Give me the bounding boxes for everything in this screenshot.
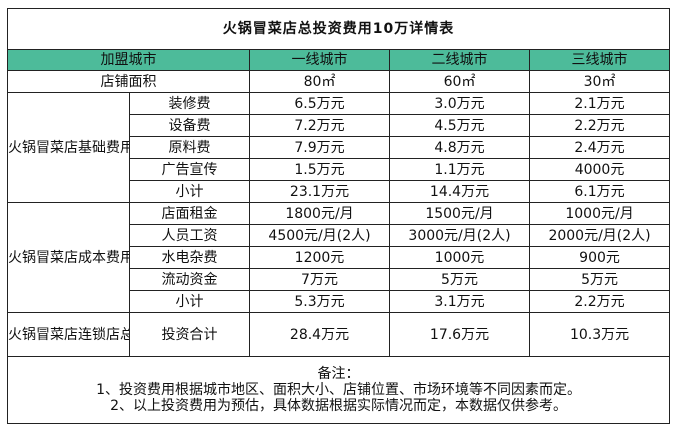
row-label: 小计	[129, 290, 250, 313]
cell-value: 3.1万元	[389, 290, 530, 313]
cell-value: 10.3万元	[528, 312, 671, 357]
cell-value: 4.5万元	[389, 114, 530, 137]
cell-value: 1200元	[249, 246, 390, 269]
cell-value: 2000元/月(2人)	[528, 224, 671, 247]
notes-cell: 备注： 1、投资费用根据城市地区、面积大小、店铺位置、市场环境等不同因素而定。 …	[6, 356, 671, 424]
cell-value: 80㎡	[249, 70, 390, 93]
row-label: 装修费	[129, 92, 250, 115]
total-row: 火锅冒菜店连锁店总费用 投资合计 28.4万元 17.6万元 10.3万元	[7, 312, 671, 357]
note-line-2: 2、以上投资费用为预估，具体数据根据实际情况而定，本数据仅供参考。	[110, 398, 567, 414]
table-title: 火锅冒菜店总投资费用10万详情表	[6, 8, 671, 50]
row-label: 投资合计	[129, 312, 250, 357]
cell-value: 6.1万元	[528, 180, 671, 203]
group-label-basic: 火锅冒菜店基础费用	[7, 92, 130, 203]
cell-value: 1000元	[389, 246, 530, 269]
row-label: 小计	[129, 180, 250, 203]
cell-value: 7万元	[249, 268, 390, 291]
table-row: 流动资金 7万元 5万元 5万元	[8, 268, 671, 291]
header-city-label: 加盟城市	[7, 49, 250, 71]
table-row: 火锅冒菜店成本费用 店面租金 1800元/月 1500元/月 1000元/月	[7, 202, 671, 313]
row-label: 广告宣传	[129, 158, 250, 181]
cell-value: 17.6万元	[389, 312, 530, 357]
cell-value: 30㎡	[528, 70, 671, 93]
cell-value: 2.2万元	[528, 114, 671, 137]
cell-value: 4000元	[528, 158, 671, 181]
note-line-1: 1、投资费用根据城市地区、面积大小、店铺位置、市场环境等不同因素而定。	[96, 382, 581, 398]
cell-value: 6.5万元	[249, 92, 390, 115]
row-label: 店面租金	[129, 202, 250, 225]
cell-value: 900元	[528, 246, 671, 269]
cell-value: 14.4万元	[389, 180, 530, 203]
cell-value: 1.5万元	[249, 158, 390, 181]
header-tier2: 二线城市	[389, 49, 530, 71]
cell-value: 7.9万元	[249, 136, 390, 159]
notes-row: 备注： 1、投资费用根据城市地区、面积大小、店铺位置、市场环境等不同因素而定。 …	[6, 356, 671, 424]
cell-value: 2.4万元	[528, 136, 671, 159]
row-label: 人员工资	[129, 224, 250, 247]
row-label: 水电杂费	[129, 246, 250, 269]
cell-value: 1.1万元	[389, 158, 530, 181]
header-tier3: 三线城市	[528, 49, 671, 71]
cell-value: 60㎡	[389, 70, 530, 93]
cell-value: 1800元/月	[249, 202, 390, 225]
row-label: 原料费	[129, 136, 250, 159]
cell-value: 3.0万元	[389, 92, 530, 115]
cell-value: 28.4万元	[249, 312, 390, 357]
cell-value: 7.2万元	[249, 114, 390, 137]
cell-value: 4500元/月(2人)	[249, 224, 390, 247]
row-label: 设备费	[129, 114, 250, 137]
cell-value: 5万元	[528, 268, 671, 291]
cell-value: 1500元/月	[389, 202, 530, 225]
table-row: 火锅冒菜店基础费用 装修费 6.5万元 3.0万元 2.1万元	[7, 92, 671, 203]
table-row: 广告宣传 1.5万元 1.1万元 4000元	[8, 158, 671, 181]
group-label-cost: 火锅冒菜店成本费用	[7, 202, 130, 313]
table-row: 人员工资 4500元/月(2人) 3000元/月(2人) 2000元/月(2人)	[8, 224, 671, 247]
cell-value: 5万元	[389, 268, 530, 291]
cell-value: 3000元/月(2人)	[389, 224, 530, 247]
header-tier1: 一线城市	[249, 49, 390, 71]
row-label: 店铺面积	[7, 70, 250, 93]
area-row: 店铺面积 80㎡ 60㎡ 30㎡	[7, 70, 671, 93]
investment-table: 火锅冒菜店总投资费用10万详情表 加盟城市 一线城市 二线城市 三线城市 店铺面…	[6, 8, 671, 424]
cell-value: 23.1万元	[249, 180, 390, 203]
table-row: 水电杂费 1200元 1000元 900元	[8, 246, 671, 269]
group-label-total: 火锅冒菜店连锁店总费用	[7, 312, 130, 357]
cell-value: 1000元/月	[528, 202, 671, 225]
cell-value: 2.2万元	[528, 290, 671, 313]
cell-value: 5.3万元	[249, 290, 390, 313]
row-label: 流动资金	[129, 268, 250, 291]
subtotal-row: 小计 23.1万元 14.4万元 6.1万元	[8, 180, 671, 203]
cell-value: 2.1万元	[528, 92, 671, 115]
cell-value: 4.8万元	[389, 136, 530, 159]
header-row: 加盟城市 一线城市 二线城市 三线城市	[7, 49, 671, 71]
notes-heading: 备注：	[317, 366, 360, 382]
